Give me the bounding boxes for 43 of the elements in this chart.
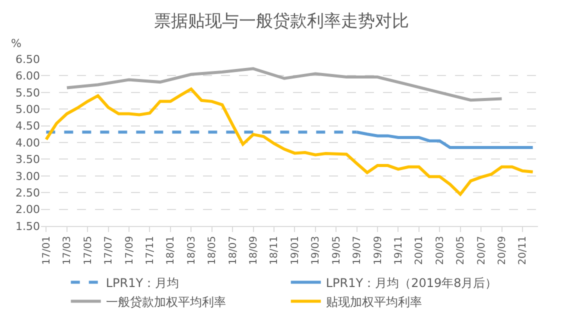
x-tick-label: 20/05: [456, 236, 467, 265]
line-series: [65, 67, 504, 102]
x-tick-label: 19/03: [310, 236, 322, 265]
x-tick-label: 17/11: [144, 236, 156, 265]
y-tick-label: 1.50: [16, 220, 40, 233]
y-tick-label: 3.00: [16, 170, 40, 183]
line-series: [44, 88, 534, 196]
x-tick-label: 17/01: [41, 236, 52, 265]
x-tick-label: 19/11: [393, 236, 404, 265]
x-tick-label: 18/01: [166, 236, 177, 265]
y-tick-label: 6.50: [16, 52, 40, 66]
x-tick-label: 20/01: [414, 236, 426, 265]
x-tick-label: 20/07: [476, 236, 488, 265]
y-axis-title: %: [11, 37, 22, 50]
x-tick-label: 19/01: [290, 236, 301, 265]
x-tick-label: 18/09: [248, 236, 260, 265]
x-tick-label: 19/07: [352, 236, 364, 265]
legend-label: LPR1Y：月均: [106, 276, 180, 290]
legend-label: 贴现加权平均利率: [326, 294, 422, 309]
x-tick-label: 17/07: [104, 236, 115, 265]
x-tick-label: 19/05: [331, 236, 342, 265]
legend-label: 一般贷款加权平均利率: [106, 294, 226, 309]
y-tick-label: 2.50: [16, 186, 40, 200]
y-tick-label: 5.50: [16, 86, 40, 100]
y-tick-label: 5.00: [16, 102, 40, 116]
x-tick-label: 18/07: [228, 236, 239, 265]
chart-title: 票据贴现与一般贷款利率走势对比: [154, 12, 409, 32]
x-tick-label: 17/09: [124, 236, 136, 265]
x-tick-label: 18/11: [269, 236, 280, 265]
y-tick-label: 4.00: [16, 136, 40, 150]
y-tick-label: 3.50: [16, 153, 40, 166]
x-tick-label: 17/03: [62, 236, 74, 265]
x-tick-label: 17/05: [82, 236, 94, 265]
y-tick-label: 4.50: [16, 120, 40, 133]
x-tick-label: 18/05: [207, 236, 218, 265]
x-tick-label: 20/03: [434, 236, 446, 265]
y-tick-label: 6.00: [16, 70, 40, 83]
x-tick-label: 20/11: [518, 236, 529, 265]
x-tick-label: 18/03: [186, 236, 198, 265]
x-tick-label: 19/09: [372, 236, 384, 265]
x-tick-label: 20/09: [497, 236, 508, 265]
legend-label: LPR1Y：月均（2019年8月后）: [326, 276, 498, 290]
y-tick-label: 2.00: [16, 203, 40, 216]
